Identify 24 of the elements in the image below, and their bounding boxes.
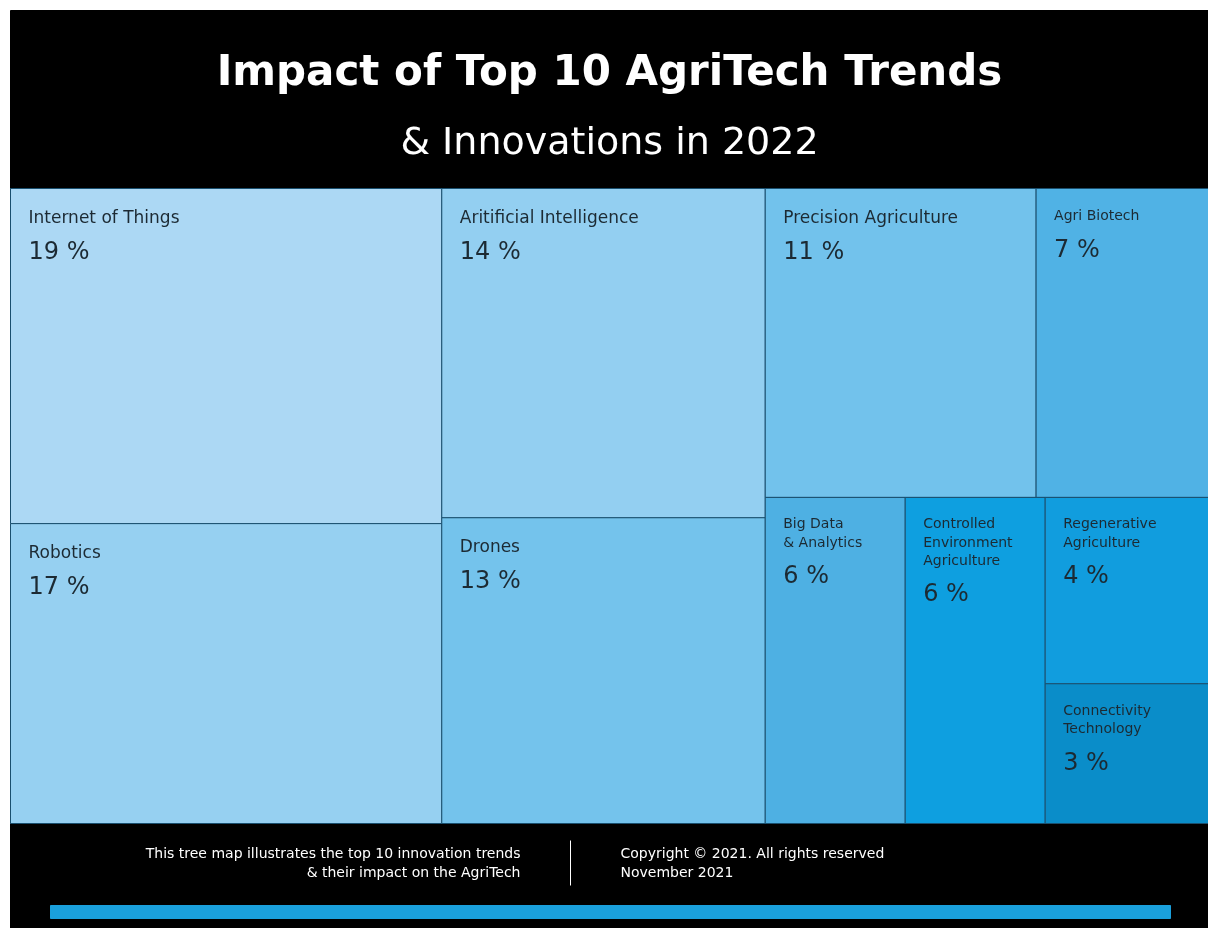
category-label: Regenerative Agriculture (1063, 515, 1157, 550)
text: & Innovations in 2022 (400, 118, 819, 163)
text: Impact of Top 10 AgriTech Trends (216, 46, 1003, 95)
category-label: Connectivity Technology (1062, 701, 1151, 737)
category-label: Controlled Environment Agriculture (923, 515, 1014, 569)
category-label: Internet of Things (28, 206, 180, 227)
data-label: 13 % (459, 565, 521, 594)
data-label: 6 % (923, 579, 969, 608)
category-label: Aritificial Intelligence (459, 206, 639, 227)
data-label: 3 % (1063, 747, 1109, 776)
category-label: Precision Agriculture (783, 206, 958, 227)
text: Copyright © 2021. All rights reserved November 2021 (620, 844, 885, 881)
data-label: 7 % (1054, 234, 1100, 263)
data-label: 19 % (28, 236, 90, 265)
category-label: Drones (459, 535, 521, 556)
text: This tree map illustrates the top 10 innovation trends & their impact on the AgriTech (144, 844, 521, 881)
data-label: 11 % (783, 236, 845, 265)
data-label: 14 % (459, 236, 521, 265)
data-label: 6 % (783, 561, 829, 590)
data-label: 17 % (28, 571, 90, 600)
category-label: Big Data & Analytics (783, 515, 863, 550)
category-label: Agri Biotech (1054, 206, 1140, 223)
data-label: 4 % (1063, 561, 1109, 590)
category-label: Robotics (28, 541, 101, 562)
